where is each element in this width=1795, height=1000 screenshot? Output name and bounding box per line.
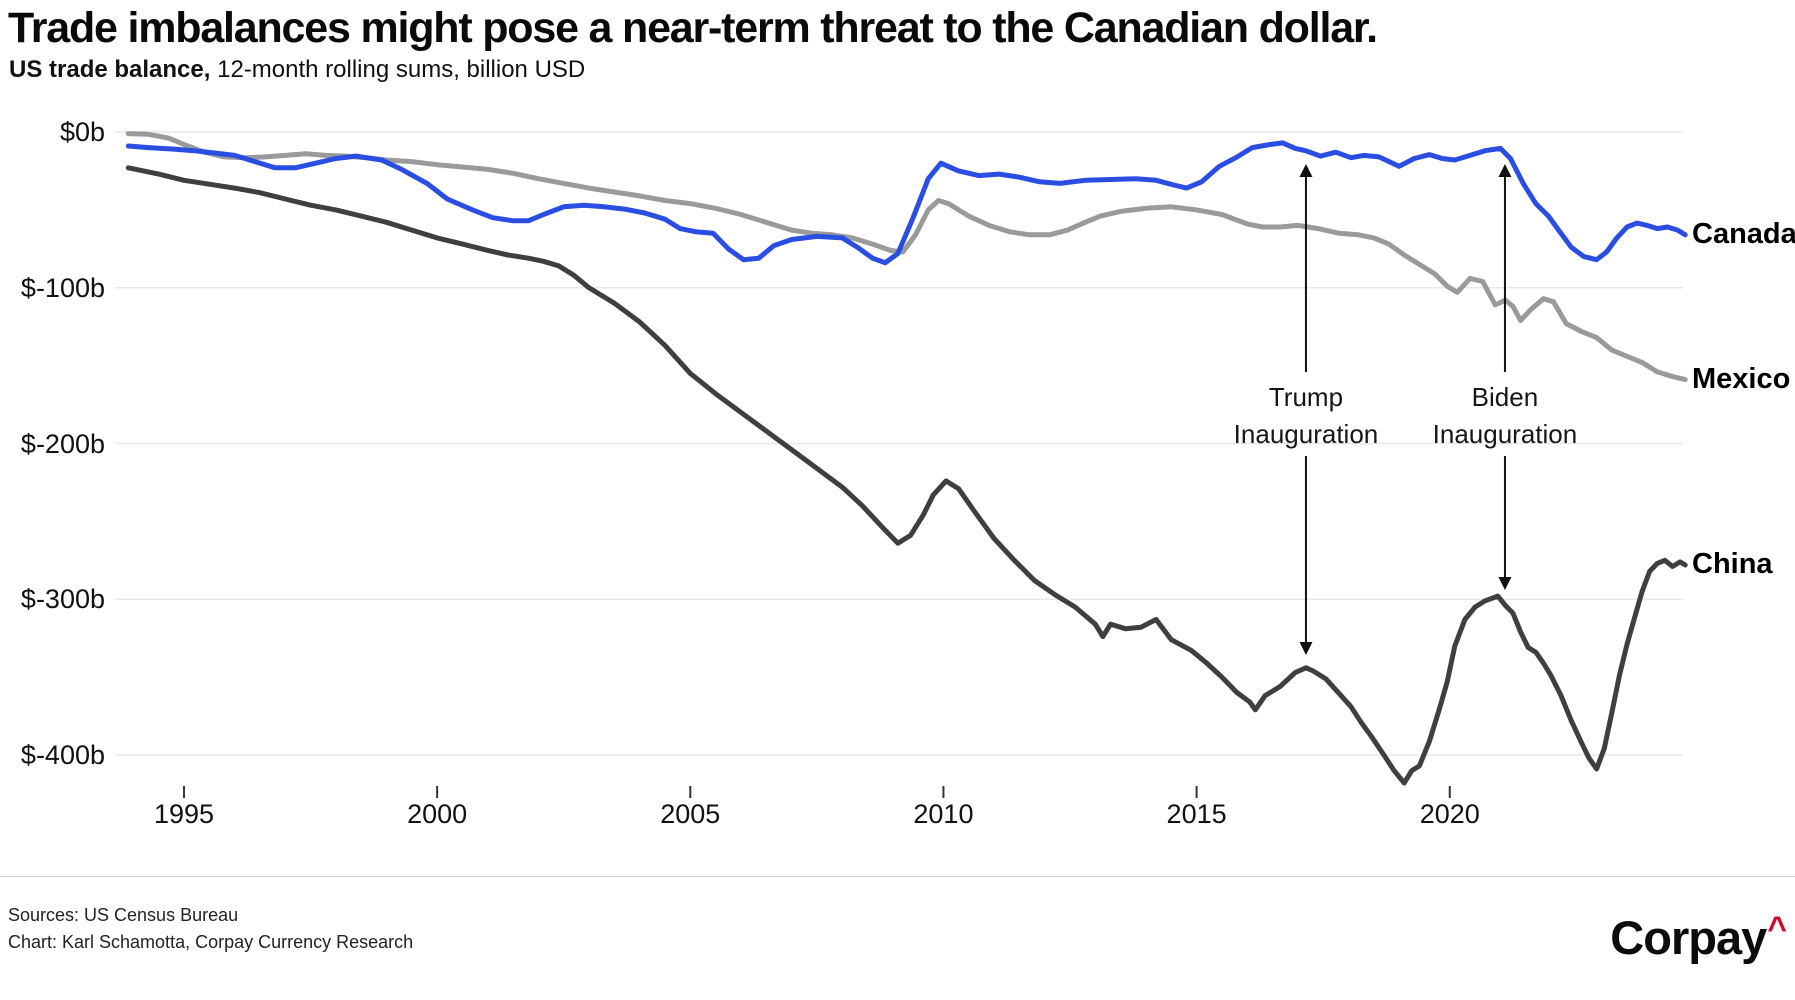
chart-title: Trade imbalances might pose a near-term … xyxy=(8,4,1378,52)
y-axis-tick-label: $-300b xyxy=(20,584,105,615)
x-axis-tick-label: 2005 xyxy=(660,799,721,829)
annotation-line1: Biden xyxy=(1471,382,1539,412)
chart-subtitle: US trade balance, 12-month rolling sums,… xyxy=(9,56,585,84)
series-label-china: China xyxy=(1692,547,1773,580)
footer-credit: Chart: Karl Schamotta, Corpay Currency R… xyxy=(8,932,414,952)
x-axis-tick-label: 2015 xyxy=(1166,799,1227,829)
corpay-logo-text: Corpay xyxy=(1610,911,1767,964)
corpay-logo-caret-icon: ^ xyxy=(1767,910,1787,948)
plot-area xyxy=(115,131,1688,798)
footer-divider xyxy=(0,876,1795,877)
x-axis-tick-label: 2010 xyxy=(913,799,974,829)
annotation-line1: Trump xyxy=(1268,382,1344,412)
footer-sources: Sources: US Census Bureau xyxy=(8,905,239,925)
corpay-logo: Corpay^ xyxy=(1610,910,1787,965)
y-axis-tick-label: $-200b xyxy=(20,428,105,459)
series-label-canada: Canada xyxy=(1692,217,1795,250)
annotation-trump-inauguration: Trump Inauguration xyxy=(1156,379,1456,453)
x-axis-tick-label: 2020 xyxy=(1419,799,1480,829)
series-line-canada xyxy=(125,140,1688,266)
y-axis-tick-label: $0b xyxy=(59,117,105,147)
annotation-line2: Inauguration xyxy=(1233,419,1379,449)
arrow-down-icon xyxy=(1299,642,1313,655)
x-axis-tick-label: 2000 xyxy=(407,799,468,829)
series-line-china xyxy=(125,165,1688,786)
chart-subtitle-rest: 12-month rolling sums, billion USD xyxy=(210,56,586,83)
y-axis-tick-label: $-100b xyxy=(20,272,105,303)
x-axis-tick-label: 1995 xyxy=(153,799,215,829)
series-line-mexico xyxy=(125,131,1688,383)
series-label-mexico: Mexico xyxy=(1692,362,1791,395)
arrow-down-icon xyxy=(1498,577,1512,590)
annotation-line2: Inauguration xyxy=(1432,419,1578,449)
y-axis-tick-label: $-400b xyxy=(20,740,105,770)
chart-subtitle-bold: US trade balance, xyxy=(9,56,211,83)
arrow-up-icon xyxy=(1498,164,1512,177)
annotation-biden-inauguration: Biden Inauguration xyxy=(1355,379,1655,453)
arrow-up-icon xyxy=(1299,164,1313,177)
